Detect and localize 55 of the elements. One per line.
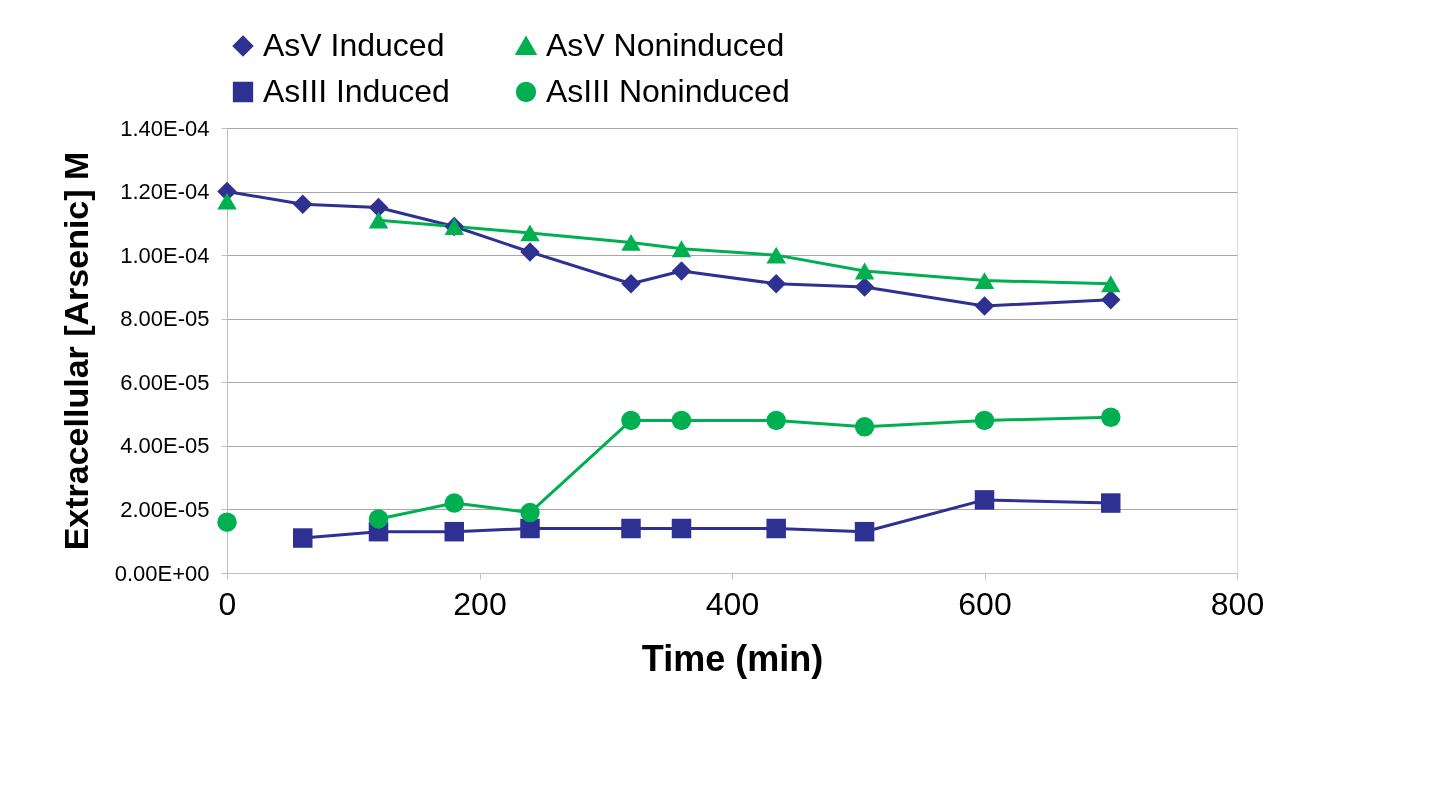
point <box>520 224 540 242</box>
point <box>293 528 313 548</box>
point <box>621 518 641 539</box>
y-tick-label: 2.00E-05 <box>120 496 210 522</box>
point <box>217 512 237 532</box>
point <box>444 521 464 542</box>
point <box>766 246 786 264</box>
x-axis-title: Time (min) <box>641 637 824 679</box>
point <box>766 274 786 294</box>
y-tick-label: 4.00E-05 <box>120 433 210 459</box>
legend-label: AsV Induced <box>263 27 445 63</box>
point <box>974 410 995 431</box>
point <box>766 518 786 539</box>
x-tick-label: 0 <box>218 585 237 622</box>
point <box>293 194 313 215</box>
point <box>671 410 692 431</box>
y-tick-label: 1.00E-04 <box>120 242 210 268</box>
point <box>368 211 389 229</box>
point <box>621 410 641 431</box>
point <box>217 192 237 210</box>
legend-label: AsV Noninduced <box>546 27 785 63</box>
point <box>520 242 540 262</box>
point <box>974 272 995 290</box>
x-tick-label: 200 <box>453 585 507 622</box>
point <box>520 502 540 523</box>
point <box>1101 275 1121 293</box>
point <box>766 410 786 431</box>
point <box>1101 289 1121 310</box>
point <box>854 417 875 437</box>
x-tick-label: 800 <box>1210 585 1265 622</box>
point <box>974 296 995 316</box>
point <box>444 493 464 513</box>
y-axis-title: Extracellular [Arsenic] M <box>56 151 95 551</box>
y-tick-label: 6.00E-05 <box>120 369 210 395</box>
point <box>520 518 540 539</box>
legend-label: AsIII Noninduced <box>546 73 790 109</box>
point <box>854 277 875 297</box>
point <box>671 518 692 539</box>
point <box>621 274 641 294</box>
point <box>1101 493 1121 513</box>
x-tick-label: 600 <box>958 585 1012 622</box>
point <box>621 233 641 251</box>
point <box>1101 407 1121 427</box>
y-tick-label: 8.00E-05 <box>120 306 210 332</box>
point <box>854 521 875 542</box>
legend-label: AsIII Induced <box>263 73 450 109</box>
y-tick-label: 1.40E-04 <box>120 115 210 141</box>
x-tick-label: 400 <box>705 585 760 622</box>
point <box>854 262 875 280</box>
y-tick-label: 1.20E-04 <box>120 179 210 205</box>
point <box>974 490 995 510</box>
point <box>368 509 389 529</box>
y-tick-label: 0.00E+00 <box>114 560 210 586</box>
point <box>671 240 692 258</box>
point <box>671 261 692 281</box>
